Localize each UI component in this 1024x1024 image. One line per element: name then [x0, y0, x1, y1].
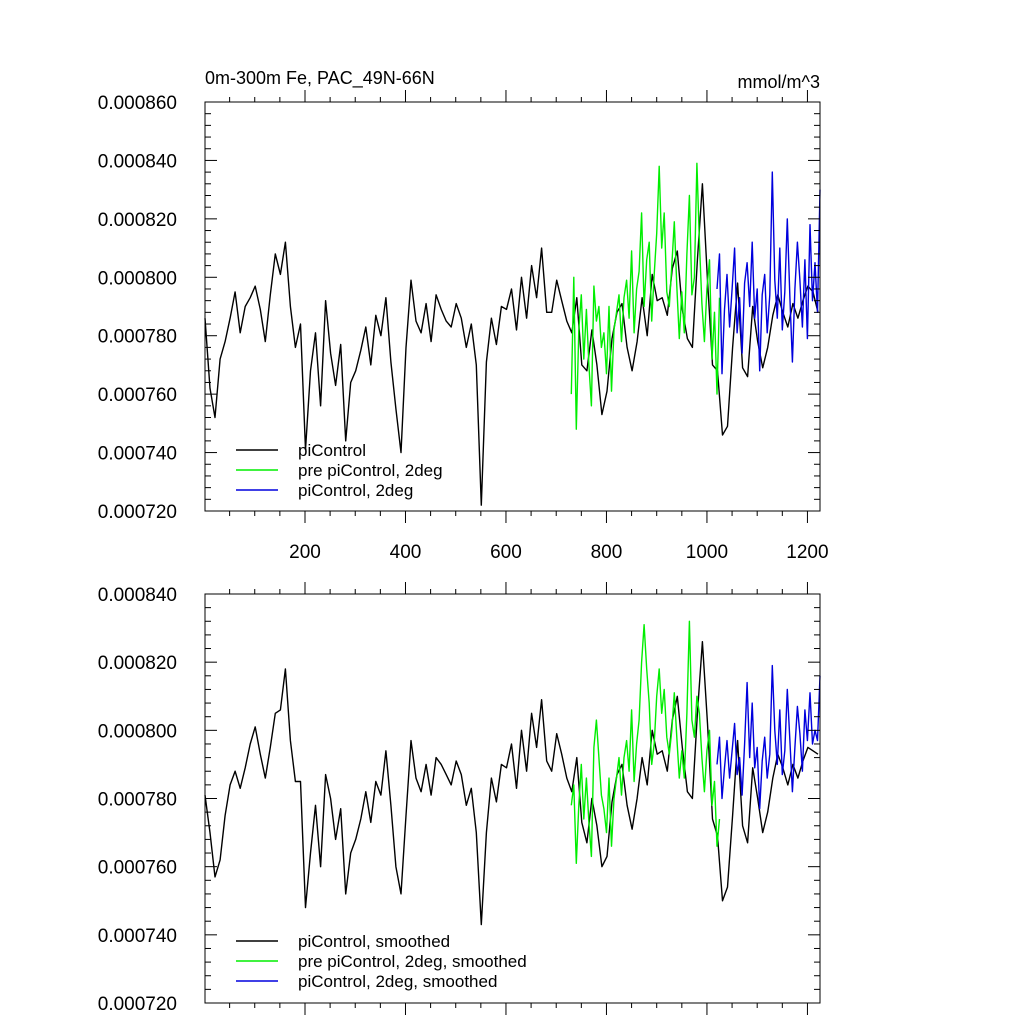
legend-label: piControl, 2deg, smoothed: [298, 972, 497, 991]
legend-label: piControl, 2deg: [298, 481, 413, 500]
series-line-1: [570, 162, 721, 430]
series-line-1: [570, 620, 721, 864]
y-tick-label: 0.000840: [98, 585, 177, 606]
y-tick-label: 0.000860: [98, 93, 177, 114]
top-series-layer: [204, 162, 821, 506]
y-tick-label: 0.000720: [98, 994, 177, 1015]
y-tick-label: 0.000780: [98, 790, 177, 811]
y-tick-label: 0.000840: [98, 151, 177, 172]
y-tick-label: 0.000820: [98, 210, 177, 231]
x-tick-label: 400: [390, 542, 422, 563]
top-ticks-layer: 0.000720 0.000740 0.000760 0.000780 0.000800…: [98, 90, 829, 563]
y-tick-label: 0.000740: [98, 926, 177, 947]
bottom-panel: 0.000720 0.000740 0.000760 0.000780 0.000800…: [98, 582, 821, 1015]
y-tick-label: 0.000720: [98, 502, 177, 523]
legend-label: pre piControl, 2deg: [298, 461, 443, 480]
series-line-2: [716, 664, 821, 810]
series-line-0: [204, 183, 819, 506]
y-tick-label: 0.000780: [98, 327, 177, 348]
legend-label: piControl: [298, 441, 366, 460]
legend-label: pre piControl, 2deg, smoothed: [298, 952, 527, 971]
top-plot-frame: [204, 101, 821, 512]
x-tick-label: 600: [490, 542, 522, 563]
top-panel: 0m-300m Fe, PAC_49N-66N mmol/m^3 0.00072…: [98, 68, 829, 563]
y-tick-label: 0.000760: [98, 385, 177, 406]
bottom-series-layer: [204, 620, 821, 926]
y-tick-label: 0.000800: [98, 721, 177, 742]
bottom-ticks-layer: 0.000720 0.000740 0.000760 0.000780 0.000800…: [98, 582, 820, 1015]
legend-label: piControl, smoothed: [298, 932, 450, 951]
x-tick-label: 1200: [786, 542, 828, 563]
series-line-2: [716, 171, 821, 375]
x-tick-label: 800: [591, 542, 623, 563]
y-tick-label: 0.000820: [98, 653, 177, 674]
y-tick-label: 0.000740: [98, 444, 177, 465]
chart-title: 0m-300m Fe, PAC_49N-66N: [205, 68, 435, 89]
series-line-0: [204, 641, 819, 926]
x-tick-label: 200: [289, 542, 321, 563]
units-label: mmol/m^3: [738, 72, 820, 92]
y-tick-label: 0.000760: [98, 858, 177, 879]
x-tick-label: 1000: [686, 542, 728, 563]
y-tick-label: 0.000800: [98, 268, 177, 289]
